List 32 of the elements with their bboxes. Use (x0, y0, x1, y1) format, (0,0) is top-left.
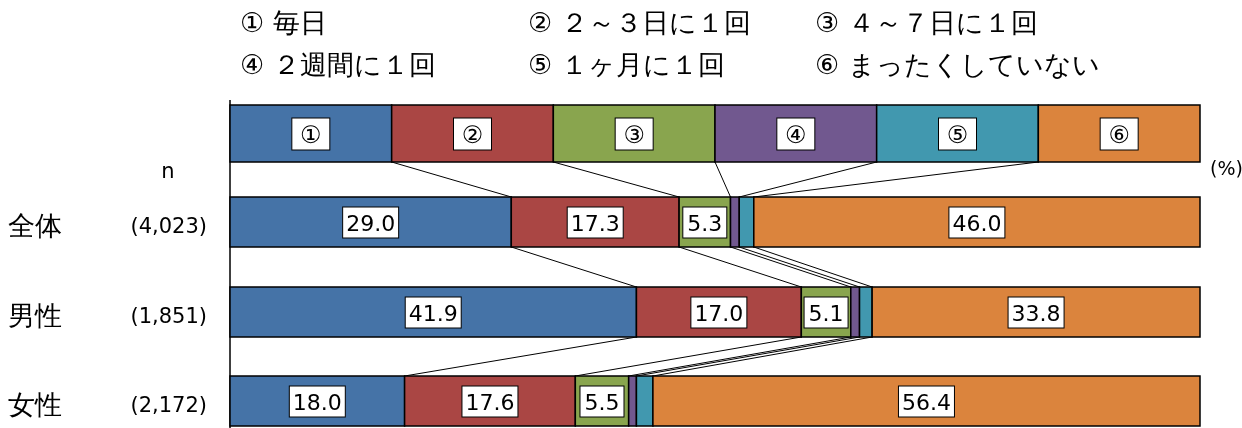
data-label: 5.3 (687, 211, 723, 236)
data-label: 17.3 (570, 211, 620, 236)
data-label: 41.9 (408, 301, 458, 326)
text: (1,851) (130, 304, 207, 328)
data-label: 5.5 (584, 390, 620, 415)
text: ② ２～３日に１回 (528, 7, 751, 38)
data-label: 18.0 (292, 390, 342, 415)
text: ④ (785, 121, 807, 149)
text: (2,172) (130, 393, 207, 417)
text: (4,023) (130, 214, 207, 238)
y-tick-label: 男性 (8, 300, 62, 331)
data-label: 33.8 (1011, 301, 1061, 326)
text: ⑤ (946, 121, 969, 149)
data-label: 56.4 (901, 390, 951, 415)
y-tick-label: 女性 (8, 389, 62, 420)
data-label: 46.0 (952, 211, 1002, 236)
text: ④ ２週間に１回 (240, 49, 436, 80)
data-label: 29.0 (346, 211, 396, 236)
data-label: 17.0 (694, 301, 744, 326)
text: ② (461, 121, 484, 149)
text: ③ ４～７日に１回 (815, 7, 1038, 38)
y-tick-label: 全体 (8, 210, 62, 241)
series-label: ⑥ (1108, 121, 1130, 149)
x-axis-title: (%) (1210, 157, 1242, 179)
text: ① 毎日 (240, 7, 327, 38)
text: n (161, 159, 175, 183)
series-label: ① (300, 121, 322, 149)
text: ③ (623, 121, 645, 149)
data-label: 5.1 (808, 301, 844, 326)
text: ⑤ １ヶ月に１回 (528, 49, 725, 80)
text: ⑥ まったくしていない (815, 49, 1100, 80)
data-label: 17.6 (465, 390, 515, 415)
